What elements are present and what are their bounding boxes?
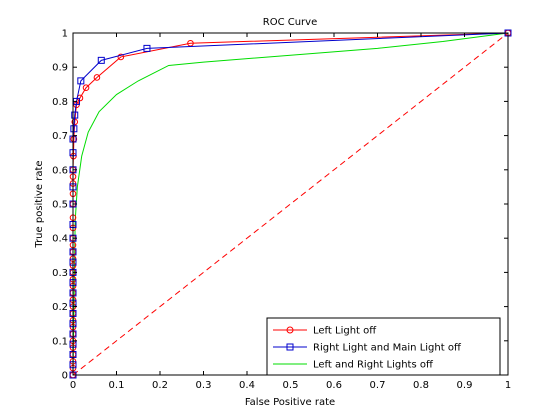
data-point-right-light-and-main-light-off — [70, 125, 78, 133]
y-axis-title: True positive rate — [34, 160, 45, 248]
y-tick-label: 1 — [62, 29, 68, 40]
y-tick-label: 0.1 — [52, 336, 68, 347]
legend-label: Right Light and Main Light off — [313, 343, 462, 354]
x-tick-label: 0.4 — [239, 380, 255, 391]
data-point-right-light-and-main-light-off — [77, 77, 85, 85]
x-tick-label: 0.7 — [370, 380, 386, 391]
data-point-left-light-off — [82, 84, 90, 92]
y-tick-label: 0.5 — [52, 200, 68, 211]
data-point-left-light-off — [117, 53, 125, 61]
legend-label: Left and Right Lights off — [313, 360, 434, 371]
x-tick-label: 1 — [505, 380, 511, 391]
legend-marker — [286, 343, 294, 351]
legend-label: Left Light off — [313, 326, 377, 337]
data-point-right-light-and-main-light-off — [71, 111, 79, 119]
y-tick-label: 0.2 — [52, 302, 68, 313]
y-tick-label: 0.3 — [52, 268, 68, 279]
data-point-left-light-off — [93, 74, 101, 81]
x-tick-label: 0.1 — [109, 380, 125, 391]
x-tick-label: 0.9 — [457, 380, 473, 391]
legend: Left Light off Right Light and Main Light… — [266, 317, 501, 376]
y-axis: 0 0.1 0.2 0.3 0.4 0.5 0.6 0.7 0.8 0.9 1 — [52, 29, 508, 382]
x-tick-label: 0.8 — [413, 380, 429, 391]
series-line-reference-diagonal — [72, 32, 509, 376]
x-axis-title: False Positive rate — [245, 397, 335, 408]
legend-marker — [286, 326, 294, 334]
x-tick-label: 0.5 — [283, 380, 299, 391]
y-tick-label: 0.7 — [52, 131, 68, 142]
x-tick-label: 0.6 — [326, 380, 342, 391]
y-tick-label: 0.8 — [52, 97, 68, 108]
chart-title: ROC Curve — [263, 17, 317, 28]
series-line-left-and-right-lights-off — [72, 32, 509, 376]
x-tick-label: 0 — [70, 380, 76, 391]
x-tick-label: 0.3 — [196, 380, 212, 391]
y-tick-label: 0.9 — [52, 63, 68, 74]
data-point-right-light-and-main-light-off — [97, 56, 105, 64]
x-tick-label: 0.2 — [152, 380, 168, 391]
y-tick-label: 0 — [62, 371, 68, 382]
y-tick-label: 0.4 — [52, 234, 68, 245]
data-point-right-light-and-main-light-off — [143, 44, 151, 52]
y-tick-label: 0.6 — [52, 165, 68, 176]
x-axis: 0 0.1 0.2 0.3 0.4 0.5 0.6 0.7 0.8 0.9 1 — [70, 33, 511, 391]
